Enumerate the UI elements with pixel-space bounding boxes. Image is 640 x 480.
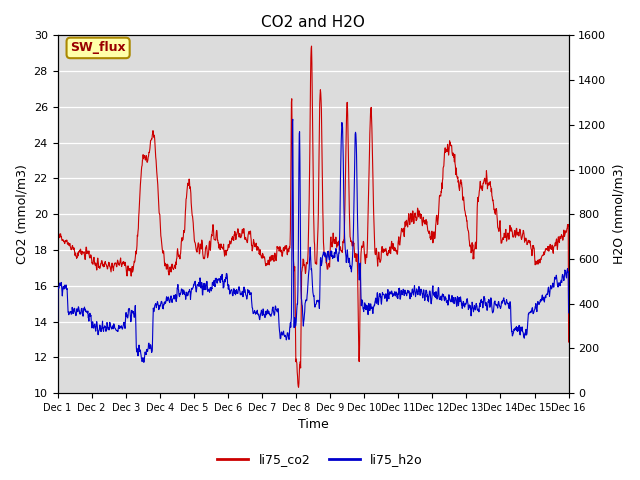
Legend: li75_co2, li75_h2o: li75_co2, li75_h2o [212,448,428,471]
Text: SW_flux: SW_flux [70,41,126,54]
X-axis label: Time: Time [298,419,328,432]
Y-axis label: H2O (mmol/m3): H2O (mmol/m3) [612,164,625,264]
Title: CO2 and H2O: CO2 and H2O [261,15,365,30]
Y-axis label: CO2 (mmol/m3): CO2 (mmol/m3) [15,164,28,264]
